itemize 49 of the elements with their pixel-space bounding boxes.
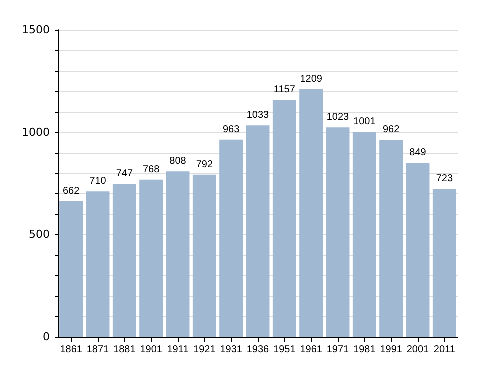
- data-label: 792: [196, 159, 214, 170]
- bar: [326, 128, 350, 337]
- y-tick-label: 1000: [22, 126, 50, 139]
- data-label: 747: [116, 168, 134, 180]
- y-tick-label: 0: [43, 330, 50, 344]
- bar: [86, 192, 110, 337]
- bar: [192, 174, 216, 337]
- x-tick-label: 1936: [246, 344, 270, 356]
- x-tick-label: 2011: [434, 344, 456, 356]
- data-label: 849: [410, 148, 427, 159]
- data-label: 963: [222, 124, 240, 136]
- x-tick-label: 1961: [300, 344, 323, 356]
- data-label: 768: [142, 164, 160, 176]
- bar: [380, 140, 404, 337]
- bar: [272, 100, 296, 337]
- bar: [112, 184, 136, 337]
- bar: [352, 132, 376, 337]
- bar: [300, 90, 324, 337]
- x-tick-label: 1911: [167, 344, 190, 356]
- bar: [166, 172, 190, 337]
- data-label: 1033: [246, 110, 270, 122]
- data-label: 710: [90, 176, 107, 188]
- bar: [406, 163, 430, 337]
- x-tick-label: 1871: [86, 344, 110, 356]
- data-label: 1157: [274, 84, 296, 96]
- bar: [60, 202, 84, 337]
- y-tick-label: 1500: [22, 24, 50, 36]
- bar: [432, 189, 456, 337]
- data-label: 1001: [354, 116, 376, 128]
- x-tick-label: 1981: [354, 344, 376, 356]
- x-tick-label: 1991: [380, 344, 403, 356]
- data-label: 723: [436, 174, 454, 185]
- x-tick-label: 1901: [140, 344, 163, 356]
- data-label: 808: [170, 156, 187, 168]
- x-tick-label: 1881: [114, 344, 136, 356]
- x-tick-label: 1931: [220, 344, 243, 356]
- bar: [246, 126, 270, 337]
- x-tick-label: 2001: [406, 344, 430, 356]
- data-label: 1209: [300, 74, 323, 86]
- bar: [220, 140, 244, 337]
- x-tick-label: 1951: [274, 344, 296, 356]
- data-label: 1023: [326, 112, 350, 124]
- data-label: 662: [62, 186, 80, 198]
- x-tick-label: 1921: [194, 344, 216, 356]
- data-label: 962: [382, 124, 400, 136]
- y-tick-label: 500: [29, 228, 50, 242]
- x-tick-label: 1971: [326, 344, 350, 356]
- bar: [140, 180, 164, 337]
- x-tick-label: 1861: [60, 344, 83, 356]
